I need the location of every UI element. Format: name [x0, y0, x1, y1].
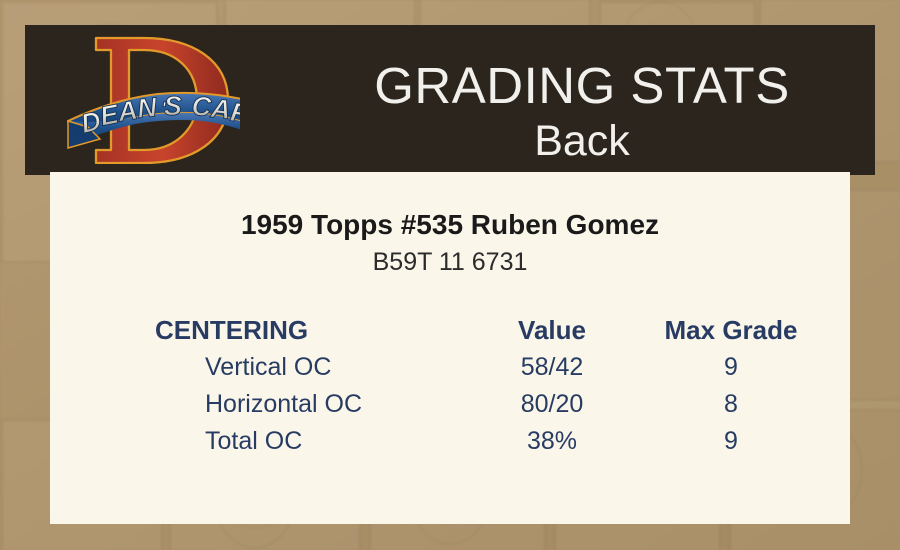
svg-text:C: C — [191, 91, 213, 122]
svg-text:N: N — [136, 92, 159, 124]
svg-text:S: S — [164, 91, 183, 121]
